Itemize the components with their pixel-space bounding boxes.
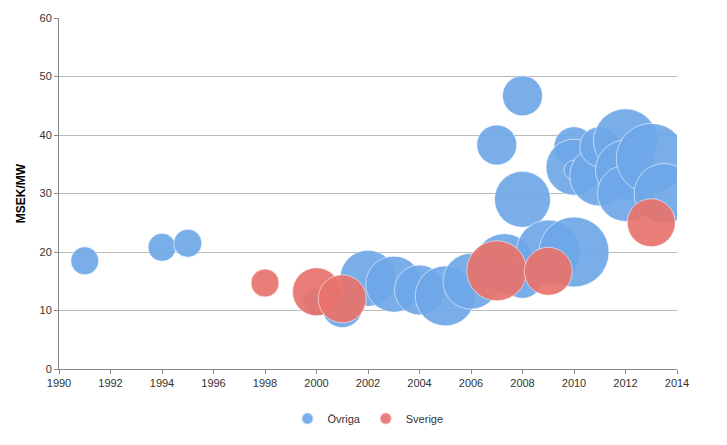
svg-text:2006: 2006 [459,377,483,389]
svg-text:10: 10 [40,304,52,316]
svg-text:30: 30 [40,187,52,199]
svg-text:1992: 1992 [98,377,122,389]
svg-text:2004: 2004 [407,377,431,389]
svg-text:40: 40 [40,129,52,141]
svg-text:1994: 1994 [150,377,174,389]
svg-text:50: 50 [40,70,52,82]
svg-text:2012: 2012 [613,377,637,389]
svg-text:MSEK/MW: MSEK/MW [14,163,28,223]
svg-text:2002: 2002 [356,377,380,389]
svg-text:20: 20 [40,246,52,258]
svg-text:2008: 2008 [510,377,534,389]
svg-text:1990: 1990 [47,377,71,389]
svg-text:2000: 2000 [304,377,328,389]
svg-text:0: 0 [46,363,52,375]
svg-text:2010: 2010 [562,377,586,389]
svg-text:60: 60 [40,12,52,24]
svg-text:1998: 1998 [253,377,277,389]
svg-text:Sverige: Sverige [406,413,443,425]
svg-text:2014: 2014 [665,377,689,389]
svg-text:1996: 1996 [201,377,225,389]
svg-text:Övriga: Övriga [328,413,361,425]
